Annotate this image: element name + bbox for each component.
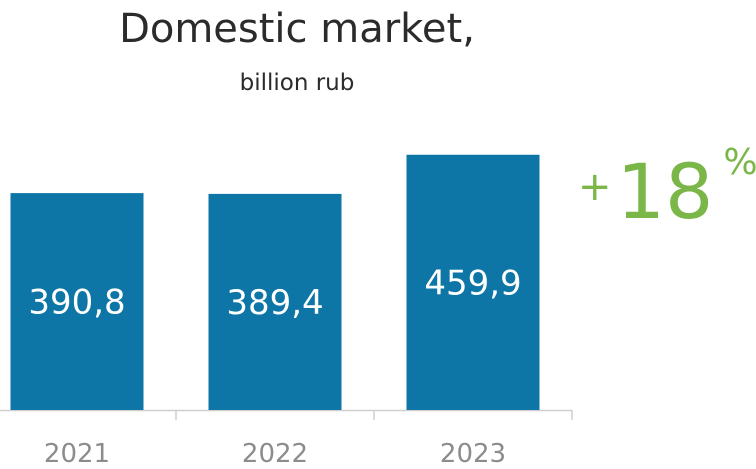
chart-title: Domestic market, [119, 6, 475, 52]
bar-value-label: 390,8 [28, 283, 125, 323]
growth-annotation: + 18% [578, 142, 756, 236]
bar-2022 [208, 193, 342, 410]
x-tick-label: 2021 [44, 439, 110, 469]
growth-value: 18 [616, 147, 714, 236]
bar-2021 [10, 193, 144, 410]
bar-value-label: 459,9 [424, 263, 521, 303]
x-tick-label: 2023 [440, 439, 506, 469]
bar-value-label: 389,4 [226, 283, 323, 323]
chart-subtitle: billion rub [239, 70, 355, 96]
x-tick-label: 2022 [242, 439, 308, 469]
growth-plus-sign: + [578, 164, 612, 210]
growth-percent-sign: % [723, 142, 756, 183]
bar-2023 [406, 154, 540, 410]
